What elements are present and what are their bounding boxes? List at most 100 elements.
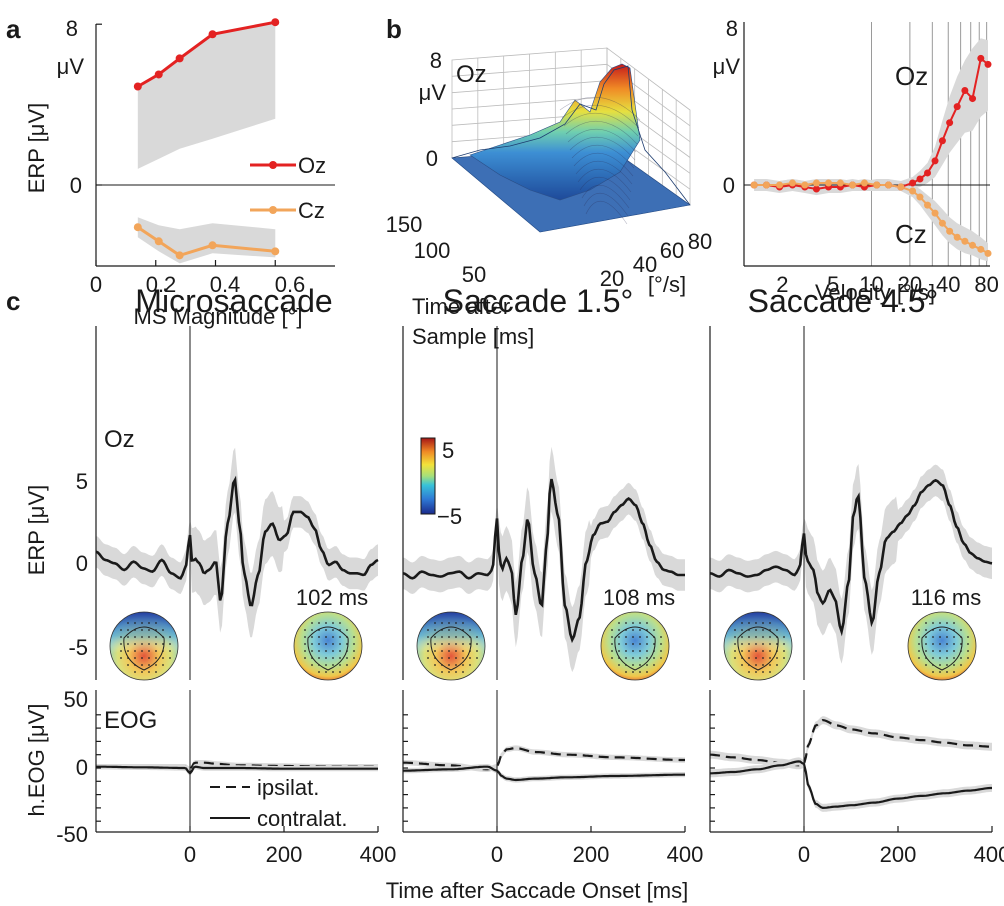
electrode	[946, 664, 948, 666]
cz-velocity-point	[969, 241, 977, 249]
electrode	[953, 671, 955, 673]
electrode	[769, 643, 771, 645]
electrode	[162, 643, 164, 645]
oz-velocity-point	[931, 157, 939, 165]
eog-y-tick-0: 0	[76, 755, 88, 780]
electrode	[748, 636, 750, 638]
electrode	[325, 650, 327, 652]
subplot-3: 116 ms 0 200 400	[709, 326, 1004, 867]
electrode	[127, 664, 129, 666]
y-tick-8: 8	[66, 16, 78, 41]
cz-velocity-point	[984, 249, 992, 257]
electrode	[618, 643, 620, 645]
electrode	[611, 643, 613, 645]
contour-line	[307, 626, 349, 671]
electrode	[755, 671, 757, 673]
electrode	[332, 643, 334, 645]
electrode	[441, 657, 443, 659]
electrode	[325, 636, 327, 638]
electrode	[625, 643, 627, 645]
electrode	[441, 643, 443, 645]
electrode	[148, 622, 150, 624]
title-microsaccade: Microsaccade	[135, 283, 332, 319]
velocity-x-tick-20: 20	[898, 272, 922, 297]
velocity-points	[750, 54, 992, 257]
electrode	[346, 657, 348, 659]
electrode	[632, 657, 634, 659]
electrode	[762, 636, 764, 638]
electrode	[783, 643, 785, 645]
electrode	[639, 622, 641, 624]
electrode	[148, 657, 150, 659]
topo-time-label: 116 ms	[911, 585, 982, 610]
eog-channel-label: EOG	[104, 707, 157, 734]
electrode	[346, 629, 348, 631]
legend-ipsilat-label: ipsilat.	[257, 775, 319, 800]
oz-data-point	[271, 18, 280, 27]
electrode	[311, 622, 313, 624]
legend-oz-marker	[269, 161, 277, 169]
electrode	[776, 664, 778, 666]
electrode	[953, 664, 955, 666]
electrode	[169, 657, 171, 659]
panel-c-subplots: 102 ms 0 200 400 108 ms 0 200 400 116 ms 0 200 400	[95, 326, 1004, 867]
x-tick-label: 200	[266, 842, 303, 867]
electrode	[660, 650, 662, 652]
electrode	[953, 643, 955, 645]
cz-velocity-point	[750, 181, 758, 189]
a-tick-marks	[95, 23, 276, 266]
electrode	[155, 636, 157, 638]
electrode	[120, 650, 122, 652]
panel-label-a: a	[6, 14, 21, 44]
electrode	[427, 636, 429, 638]
x-axis-title: MS Magnitude [°]	[134, 304, 303, 329]
panel-label-b: b	[386, 14, 402, 44]
x-tick-0.4: 0.4	[210, 272, 241, 297]
electrode	[741, 643, 743, 645]
electrode	[632, 643, 634, 645]
velocity-x-tick-40: 40	[936, 272, 960, 297]
eog-legend: ipsilat. contralat.	[210, 775, 348, 831]
electrode	[120, 636, 122, 638]
electrode	[141, 622, 143, 624]
electrode	[441, 622, 443, 624]
electrode	[462, 636, 464, 638]
electrode	[762, 671, 764, 673]
electrode	[155, 643, 157, 645]
electrode	[734, 650, 736, 652]
electrode	[755, 629, 757, 631]
electrode	[646, 657, 648, 659]
electrode	[932, 671, 934, 673]
z-tick-8: 8	[430, 48, 442, 73]
electrode	[304, 650, 306, 652]
electrode	[141, 650, 143, 652]
electrode	[455, 622, 457, 624]
time-tick-50: 50	[462, 262, 486, 287]
electrode	[946, 657, 948, 659]
electrode	[918, 643, 920, 645]
electrode	[469, 664, 471, 666]
oz-velocity-point	[909, 179, 917, 187]
velocity-x-tick-5: 5	[827, 272, 839, 297]
electrode	[434, 636, 436, 638]
electrode	[318, 671, 320, 673]
contour-line	[579, 176, 631, 201]
electrode	[925, 636, 927, 638]
electrode	[618, 636, 620, 638]
topography-early	[109, 611, 179, 681]
electrode	[755, 657, 757, 659]
cz-velocity-point	[938, 219, 946, 227]
grid-line	[451, 63, 608, 77]
electrode	[755, 636, 757, 638]
velocity-x-tick-10: 10	[859, 272, 883, 297]
vel-tick-80: 80	[688, 229, 712, 254]
cz-velocity-point	[916, 193, 924, 201]
erp-channel-label: Oz	[104, 426, 135, 453]
contour-line	[565, 120, 638, 145]
cz-velocity-point	[776, 181, 784, 189]
electrode	[455, 664, 457, 666]
x-tick-label: 200	[573, 842, 610, 867]
electrode	[448, 664, 450, 666]
electrode	[448, 636, 450, 638]
erp-trace	[402, 478, 685, 644]
